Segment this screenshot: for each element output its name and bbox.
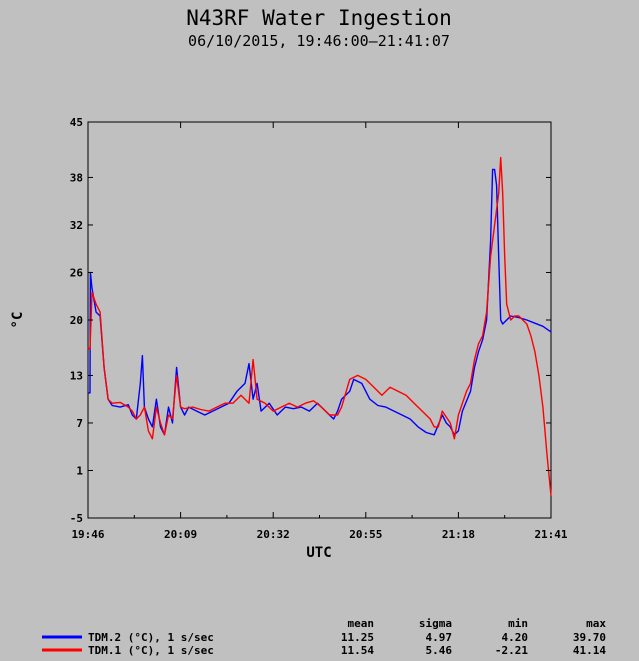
x-tick-label: 19:46 — [71, 528, 104, 541]
legend-header-mean: mean — [348, 617, 375, 630]
y-tick-label: 45 — [70, 116, 83, 129]
y-tick-label: 38 — [70, 171, 83, 184]
legend: mean sigma min max TDM.2 (°C), 1 s/sec 11.25 4… — [42, 617, 606, 657]
legend-stat-sigma: 5.46 — [426, 644, 453, 657]
y-tick-label: 1 — [76, 464, 83, 477]
legend-header-sigma: sigma — [419, 617, 452, 630]
legend-stat-sigma: 4.97 — [426, 631, 453, 644]
legend-header-min: min — [508, 617, 528, 630]
x-tick-label: 21:41 — [534, 528, 567, 541]
y-axis-label: °C — [10, 312, 26, 329]
chart-subtitle: 06/10/2015, 19:46:00–21:41:07 — [188, 32, 450, 50]
legend-stat-max: 41.14 — [573, 644, 606, 657]
x-axis-label: UTC — [306, 545, 331, 561]
chart-title: N43RF Water Ingestion — [186, 6, 452, 30]
legend-stat-mean: 11.54 — [341, 644, 374, 657]
series-line-tdm1 — [87, 156, 552, 496]
x-tick-label: 21:18 — [442, 528, 475, 541]
series-line-tdm2 — [88, 168, 552, 436]
y-tick-label: 20 — [70, 314, 83, 327]
legend-stat-min: -2.21 — [495, 644, 528, 657]
y-tick-label: 32 — [70, 219, 83, 232]
x-tick-label: 20:55 — [349, 528, 382, 541]
legend-stat-min: 4.20 — [502, 631, 529, 644]
legend-series-name: TDM.2 (°C), 1 s/sec — [88, 631, 214, 644]
x-axis: 19:46 20:09 20:32 20:55 21:18 21:41 — [71, 122, 568, 541]
y-tick-label: 26 — [70, 266, 84, 279]
x-tick-label: 20:32 — [257, 528, 290, 541]
y-tick-label: 7 — [76, 417, 83, 430]
y-tick-label: -5 — [70, 512, 83, 525]
legend-series-name: TDM.1 (°C), 1 s/sec — [88, 644, 214, 657]
series-layer — [87, 156, 552, 496]
y-tick-label: 13 — [70, 369, 83, 382]
x-tick-label: 20:09 — [164, 528, 197, 541]
legend-stat-max: 39.70 — [573, 631, 606, 644]
plot-frame — [87, 121, 552, 519]
legend-header-max: max — [586, 617, 606, 630]
y-axis: -5 1 7 13 20 26 32 38 45 — [70, 116, 551, 525]
legend-stat-mean: 11.25 — [341, 631, 374, 644]
